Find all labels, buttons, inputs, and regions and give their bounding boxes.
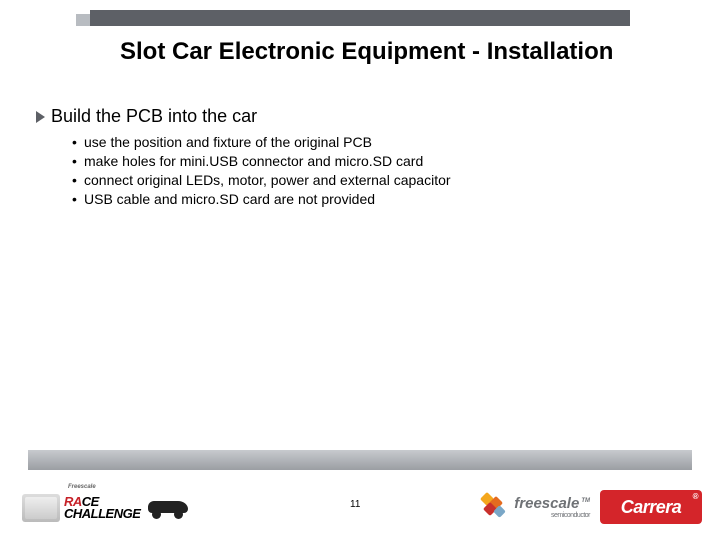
bottom-decorative-band: [28, 450, 692, 470]
logo-plaque-icon: [22, 494, 60, 522]
race-text: Freescale RACE CHALLENGE: [64, 496, 140, 519]
list-item: USB cable and micro.SD card are not prov…: [72, 190, 680, 209]
carrera-logo: Carrera: [600, 490, 702, 524]
top-decorative-band: [90, 10, 630, 26]
logo-small-text: Freescale: [68, 485, 96, 490]
challenge-text: CHALLENGE: [64, 508, 140, 520]
freescale-name: freescale: [514, 495, 579, 512]
page-title: Slot Car Electronic Equipment - Installa…: [120, 38, 613, 66]
race-challenge-logo: Freescale RACE CHALLENGE: [22, 494, 192, 522]
car-icon: [146, 497, 192, 519]
arrow-icon: [36, 111, 45, 123]
slide: Slot Car Electronic Equipment - Installa…: [0, 0, 720, 540]
freescale-sub: semiconductor: [551, 512, 590, 519]
carrera-text: Carrera: [621, 497, 682, 518]
list-item: use the position and fixture of the orig…: [72, 133, 680, 152]
section-heading: Build the PCB into the car: [36, 106, 680, 127]
bullet-list: use the position and fixture of the orig…: [72, 133, 680, 209]
footer: 11 Freescale RACE CHALLENGE freescaleTM: [0, 474, 720, 540]
page-number: 11: [350, 499, 360, 510]
freescale-logo: freescaleTM semiconductor: [478, 492, 590, 522]
list-item: make holes for mini.USB connector and mi…: [72, 152, 680, 171]
list-item: connect original LEDs, motor, power and …: [72, 171, 680, 190]
freescale-swirl-icon: [478, 492, 508, 522]
content-section: Build the PCB into the car use the posit…: [36, 106, 680, 209]
freescale-text: freescaleTM semiconductor: [514, 496, 590, 519]
section-heading-text: Build the PCB into the car: [51, 106, 257, 127]
freescale-tm: TM: [579, 498, 590, 504]
